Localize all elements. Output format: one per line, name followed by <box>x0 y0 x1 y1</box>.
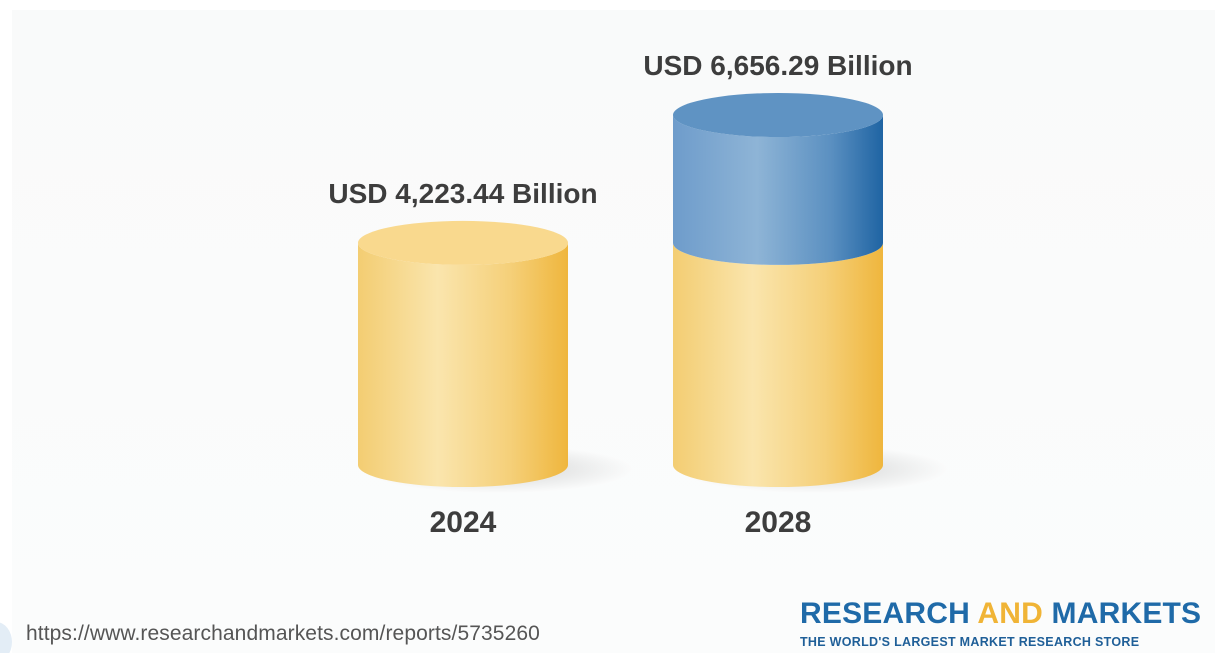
brand-name-research: RESEARCH <box>800 598 978 630</box>
tick-label: 2028 <box>745 506 812 539</box>
bar-2024: USD 4,223.44 Billion 2024 <box>328 178 633 539</box>
tick-label: 2024 <box>430 506 497 539</box>
bar-top-cap <box>358 220 568 265</box>
bar-body-gold <box>358 242 568 487</box>
market-size-chart: USD 4,223.44 Billion 2024 USD 6,656.29 Bil… <box>328 50 948 539</box>
source-url[interactable]: https://www.researchandmarkets.com/repor… <box>26 622 540 645</box>
brand-tagline: THE WORLD'S LARGEST MARKET RESEARCH STOR… <box>800 635 1140 649</box>
bar-body-growth <box>673 115 883 265</box>
brand-logo: RESEARCH AND MARKETS THE WORLD'S LARGEST… <box>800 598 1215 653</box>
data-label: USD 6,656.29 Billion <box>643 50 912 81</box>
brand-name-markets: MARKETS <box>1043 598 1202 630</box>
brand-name: RESEARCH AND MARKETS <box>800 598 1215 630</box>
page-background <box>12 10 1215 653</box>
bar-body-gold <box>673 242 883 487</box>
bar-2028: USD 6,656.29 Billion 2028 <box>643 50 948 539</box>
corner-decoration <box>0 622 14 653</box>
brand-name-and: AND <box>977 598 1043 630</box>
bar-top-cap <box>673 93 883 137</box>
data-label: USD 4,223.44 Billion <box>328 178 597 209</box>
